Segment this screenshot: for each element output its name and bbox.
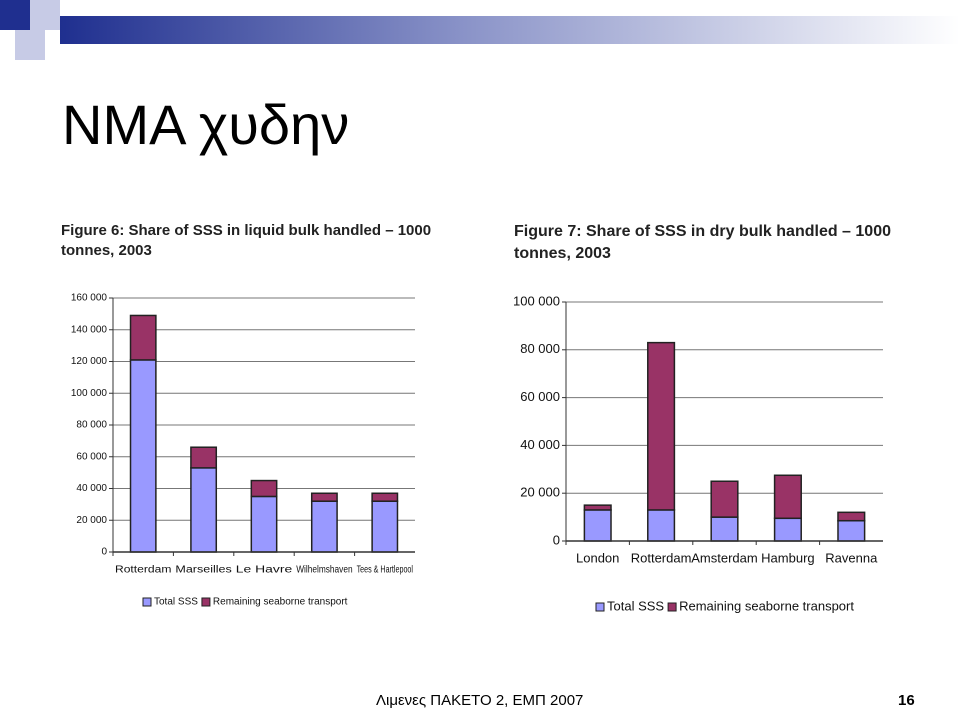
x-tick-label: Hamburg [761,550,814,565]
bar-segment [773,517,802,542]
chart: Figure 6: Share of SSS in liquid bulk ha… [55,215,455,625]
bar-segment [310,500,338,553]
y-tick-label: 160 000 [71,293,108,304]
bar-segment [129,314,157,361]
x-tick-label: Le Havre [236,565,293,576]
y-tick-label: 60 000 [520,389,560,404]
y-tick-label: 100 000 [71,388,108,399]
bar-segment [310,492,338,502]
bar-segment [647,341,676,511]
plot: 0 20 000 40 000 60 000 80 000 100 000 120 000 1… [71,293,415,608]
chart-title: Figure 7: Share of SSS in dry bulk handl… [514,223,891,262]
x-tick-label: Rotterdam [631,550,692,565]
bar-segment [190,467,218,553]
y-tick-label: 100 000 [513,293,560,308]
plot: 0 20 000 40 000 60 000 80 000 100 000 London Ro… [513,293,883,613]
legend-swatch [667,602,677,612]
y-tick-label: 80 000 [520,341,560,356]
x-tick-label: Tees & Hartlepool [357,565,413,576]
chart: Figure 7: Share of SSS in dry bulk handl… [500,215,930,625]
legend-swatch [595,602,605,612]
bar-segment [710,480,739,518]
x-tick-label: Amsterdam [691,550,757,565]
bar-segment [129,359,157,553]
x-tick-label: London [576,550,619,565]
y-tick-label: 140 000 [71,324,108,335]
legend-label: Total SSS [154,597,198,608]
y-tick-label: 20 000 [76,515,107,526]
bar-segment [773,474,802,520]
bar-segment [190,446,218,469]
legend-label: Remaining seaborne transport [213,597,348,608]
y-tick-label: 20 000 [520,485,560,500]
bar-segment [583,504,612,511]
bar-segment [837,519,866,542]
legend-swatch [201,597,211,607]
y-tick-label: 0 [101,547,107,558]
bar-segment [710,516,739,542]
bar-segment [250,495,278,553]
slide-title: NMA χυδην [62,93,350,156]
legend-swatch [142,597,152,607]
chart-title: Figure 6: Share of SSS in liquid bulk ha… [61,222,432,260]
x-tick-label: Rotterdam [115,565,171,576]
y-tick-label: 0 [553,532,560,547]
bar-segment [371,500,399,553]
x-tick-label: Marseilles [175,565,231,576]
page-number: 16 [898,692,915,709]
header-bar [60,16,960,44]
y-tick-label: 120 000 [71,356,108,367]
bar-segment [837,511,866,522]
decor [30,0,60,30]
y-tick-label: 40 000 [76,483,107,494]
x-tick-label: Wilhelmshaven [296,565,352,576]
legend-label: Total SSS [607,598,664,613]
decor [0,0,30,30]
y-tick-label: 40 000 [520,437,560,452]
y-tick-label: 80 000 [76,420,107,431]
legend-label: Remaining seaborne transport [679,598,854,613]
decor [15,30,45,60]
bar-segment [583,509,612,542]
y-tick-label: 60 000 [76,451,107,462]
bar-segment [371,492,399,502]
bar-segment [250,479,278,498]
x-tick-label: Ravenna [825,550,878,565]
footer: Λιμενες ΠΑΚΕΤΟ 2, ΕΜΠ 2007 [376,692,584,709]
bar-segment [647,509,676,542]
